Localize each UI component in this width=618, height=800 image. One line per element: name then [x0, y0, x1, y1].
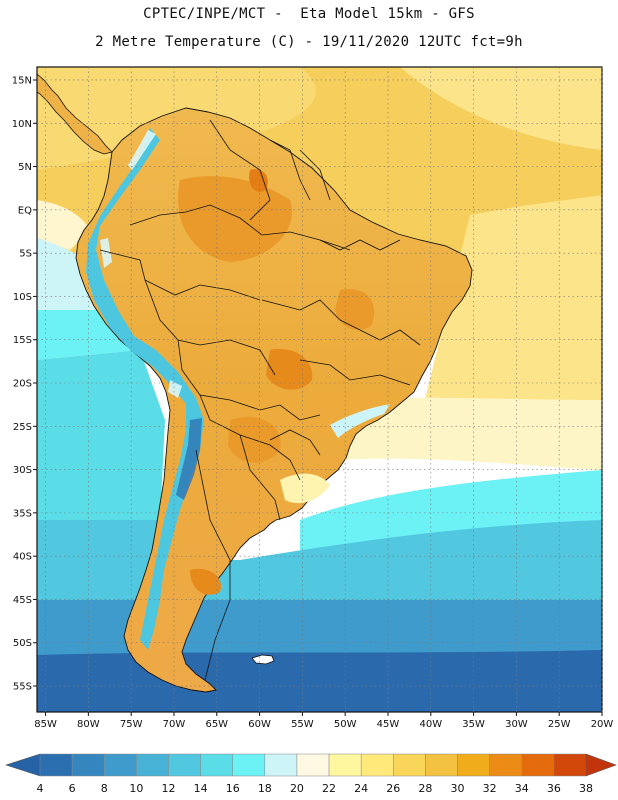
colorbar-label: 22: [322, 782, 336, 795]
colorbar-label: 36: [547, 782, 561, 795]
colorbar-label: 6: [69, 782, 76, 795]
lat-tick-label: 10N: [12, 119, 32, 130]
lat-tick-label: 15S: [13, 335, 32, 346]
chart-title: CPTEC/INPE/MCT - Eta Model 15km - GFS: [143, 6, 475, 22]
southeast-coast-mild: [330, 404, 390, 438]
colorbar-swatch: [328, 753, 362, 777]
lat-tick-label: 35S: [13, 508, 32, 519]
atlantic-pale-band: [340, 397, 602, 470]
lon-tick-label: 85W: [34, 719, 57, 730]
lat-tick-label: 50S: [13, 638, 32, 649]
colorbar-swatch: [553, 753, 587, 777]
lat-tick-label: 45S: [13, 595, 32, 606]
colorbar-label: 18: [258, 782, 272, 795]
pacific-warm: [37, 200, 90, 250]
colorbar-swatch: [71, 753, 105, 777]
colorbar-swatch: [296, 753, 330, 777]
lat-tick-label: 15N: [12, 75, 32, 86]
lon-tick-label: 75W: [120, 719, 143, 730]
colorbar-swatch: [425, 753, 458, 777]
colorbar: 4 6 8 10 12 14 16 18 20 22 24 26 28 30 32 34 36 38: [5, 753, 617, 795]
lat-tick-label: 40S: [13, 552, 32, 563]
lon-tick-label: 70W: [163, 719, 186, 730]
colorbar-label: 20: [290, 782, 304, 795]
colorbar-label: 26: [386, 782, 400, 795]
colorbar-swatch: [393, 753, 426, 777]
lat-tick-label: 5N: [18, 162, 32, 173]
colorbar-label: 24: [354, 782, 368, 795]
colorbar-swatch: [457, 753, 490, 777]
lon-tick-label: 50W: [334, 719, 357, 730]
colorbar-swatch: [489, 753, 523, 777]
colorbar-swatch: [232, 753, 266, 777]
lon-tick-label: 45W: [377, 719, 400, 730]
colorbar-under-arrow: [5, 753, 41, 777]
lat-tick-label: 25S: [13, 422, 32, 433]
colorbar-label: 4: [37, 782, 44, 795]
central-america: [37, 73, 113, 155]
lat-tick-label: 20S: [13, 379, 32, 390]
lat-tick-label: 10S: [13, 292, 32, 303]
south-brazil-mild: [280, 473, 330, 504]
colorbar-label: 34: [515, 782, 529, 795]
hot-core-cerrado: [266, 349, 313, 390]
lon-tick-label: 25W: [548, 719, 571, 730]
chart-subtitle: 2 Metre Temperature (C) - 19/11/2020 12U…: [95, 34, 523, 50]
falkland-islands: [251, 654, 275, 665]
north-atlantic-band: [400, 67, 602, 150]
colorbar-label: 38: [579, 782, 593, 795]
country-borders: [99, 119, 421, 681]
colorbar-label: 8: [101, 782, 108, 795]
map-frame: [36, 66, 603, 713]
lat-tick-label: EQ: [18, 205, 32, 216]
hot-core-venezuela: [249, 169, 268, 192]
southern-deep: [37, 650, 602, 712]
lon-tick-label: 40W: [419, 719, 442, 730]
colorbar-swatch: [200, 753, 233, 777]
colorbar-swatch: [168, 753, 201, 777]
andes-cold-strip: [86, 128, 204, 650]
colorbar-swatch: [360, 753, 394, 777]
lon-tick-label: 35W: [462, 719, 485, 730]
lon-tick-label: 60W: [248, 719, 271, 730]
colorbar-swatch: [264, 753, 298, 777]
pacific-cool: [37, 350, 165, 520]
colorbar-label: 10: [129, 782, 143, 795]
colorbar-label: 16: [226, 782, 240, 795]
lat-tick-label: 5S: [19, 249, 32, 260]
colorbar-label: 12: [161, 782, 175, 795]
lon-tick-label: 55W: [291, 719, 314, 730]
colorbar-swatch: [521, 753, 555, 777]
atlantic-cyan: [300, 470, 602, 560]
lon-tick-label: 65W: [205, 719, 228, 730]
longitude-axis: 85W 80W 75W 70W 65W 60W 55W 50W 45W 40W 35W 30W 25W 2…: [34, 712, 613, 730]
colorbar-label: 32: [483, 782, 497, 795]
hot-core-northeast: [335, 289, 375, 330]
latitude-axis: 15N 10N 5N EQ 5S 10S 15S 20S 25S 30S 35S 40S 45S 50S 5…: [12, 75, 37, 693]
colorbar-swatch: [136, 753, 169, 777]
hot-core-patagonia: [190, 568, 221, 595]
colorbar-over-arrow: [585, 753, 617, 777]
andes-high-peaks: [176, 418, 202, 500]
lon-tick-label: 80W: [77, 719, 100, 730]
colorbar-label: 28: [418, 782, 432, 795]
hot-core-amazon: [178, 176, 292, 262]
lon-tick-label: 30W: [505, 719, 528, 730]
lat-tick-label: 30S: [13, 465, 32, 476]
colorbar-swatch: [103, 753, 137, 777]
colorbar-swatch: [39, 753, 73, 777]
lat-tick-label: 55S: [13, 682, 32, 693]
colorbar-label: 14: [194, 782, 208, 795]
colorbar-label: 30: [451, 782, 465, 795]
lon-tick-label: 20W: [591, 719, 614, 730]
